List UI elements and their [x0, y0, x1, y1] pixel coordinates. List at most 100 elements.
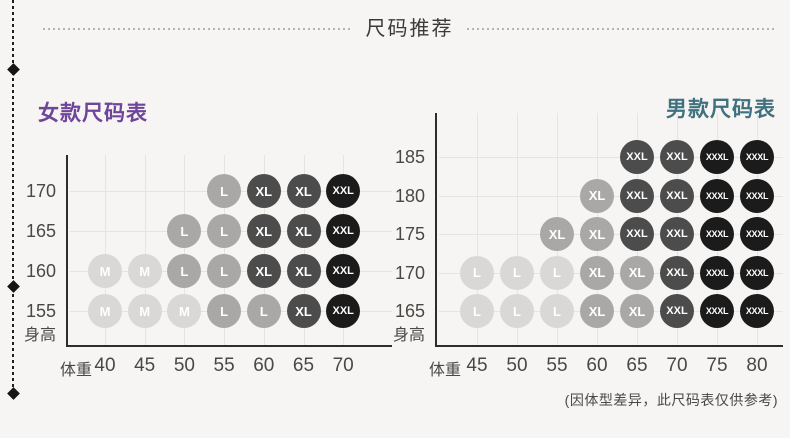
size-bubble-l: L	[540, 294, 574, 328]
size-bubble-xxxl: XXXL	[700, 294, 734, 328]
y-axis-line	[435, 113, 437, 347]
x-tick-label: 55	[213, 355, 235, 376]
size-bubble-xxl: XXL	[326, 174, 361, 208]
x-axis-title: 体重	[428, 362, 461, 379]
size-bubble-xxxl: XXXL	[740, 217, 774, 251]
size-bubble-xl: XL	[286, 214, 321, 248]
y-axis-title: 身高	[23, 327, 56, 344]
men-chart-title: 男款尺码表	[666, 98, 776, 122]
size-bubble-l: L	[460, 294, 494, 328]
size-bubble-l: L	[167, 214, 202, 248]
size-bubble-xxl: XXL	[660, 217, 694, 251]
size-bubble-xxxl: XXXL	[740, 178, 774, 213]
size-bubble-m: M	[167, 294, 202, 328]
size-bubble-l: L	[167, 254, 202, 288]
size-bubble-xxxl: XXXL	[740, 140, 774, 174]
size-bubble-xxl: XXL	[620, 178, 654, 213]
size-bubble-xl: XL	[540, 217, 574, 251]
y-tick-label: 155	[25, 301, 56, 321]
size-bubble-l: L	[207, 214, 242, 248]
size-bubble-m: M	[127, 254, 162, 288]
y-tick-label: 170	[25, 181, 56, 201]
size-bubble-l: L	[246, 294, 281, 328]
gridline-horizontal	[439, 157, 783, 158]
size-bubble-xxxl: XXXL	[740, 294, 774, 328]
size-bubble-xxl: XXL	[326, 294, 361, 328]
size-bubble-xl: XL	[286, 174, 321, 208]
size-bubble-xl: XL	[620, 255, 654, 290]
header-divider-right	[467, 28, 775, 30]
women-chart-title: 女款尺码表	[38, 102, 148, 126]
x-tick-label: 70	[332, 355, 354, 376]
size-bubble-xl: XL	[286, 254, 321, 288]
header-divider-left	[43, 28, 352, 30]
size-bubble-xxl: XXL	[326, 214, 361, 248]
size-bubble-m: M	[88, 294, 122, 328]
x-axis-title: 体重	[59, 362, 92, 379]
gridline-vertical	[303, 155, 305, 345]
y-axis-title: 身高	[392, 327, 425, 344]
gridline-vertical	[184, 155, 186, 345]
size-bubble-l: L	[540, 255, 574, 290]
size-bubble-xxxl: XXXL	[700, 178, 734, 213]
size-bubble-xxl: XXL	[660, 255, 694, 290]
size-bubble-l: L	[500, 294, 534, 328]
size-bubble-xxxl: XXXL	[700, 140, 734, 174]
size-bubble-l: L	[500, 255, 534, 290]
size-bubble-xl: XL	[580, 294, 614, 328]
x-tick-label: 60	[253, 355, 275, 376]
x-tick-label: 65	[292, 355, 315, 376]
gridline-vertical	[144, 155, 146, 345]
x-tick-label: 50	[173, 355, 195, 376]
x-tick-label: 60	[586, 355, 608, 376]
size-bubble-xxl: XXL	[660, 178, 694, 213]
x-tick-label: 55	[546, 355, 568, 376]
x-tick-label: 45	[134, 355, 156, 376]
x-axis-line	[66, 345, 392, 347]
gridline-vertical	[224, 155, 226, 345]
y-tick-label: 160	[25, 261, 56, 281]
x-tick-label: 40	[94, 355, 116, 376]
size-bubble-l: L	[207, 294, 242, 328]
x-tick-label: 75	[706, 355, 728, 376]
size-bubble-m: M	[127, 294, 162, 328]
gridline-vertical	[477, 113, 478, 345]
size-bubble-xl: XL	[246, 254, 281, 288]
size-bubble-xxxl: XXXL	[700, 217, 734, 251]
size-bubble-l: L	[207, 174, 242, 208]
size-bubble-m: M	[88, 254, 122, 288]
footnote: (因体型差异，此尺码表仅供参考)	[564, 392, 778, 408]
size-bubble-xl: XL	[580, 178, 614, 213]
x-tick-label: 70	[666, 355, 688, 376]
y-tick-label: 185	[394, 147, 425, 167]
size-bubble-l: L	[207, 254, 242, 288]
size-bubble-xxl: XXL	[620, 217, 654, 251]
x-tick-label: 50	[506, 355, 528, 376]
size-bubble-xl: XL	[580, 217, 614, 251]
x-axis-line	[435, 345, 783, 347]
page-title: 尺码推荐	[365, 18, 454, 40]
x-tick-label: 45	[466, 355, 488, 376]
size-bubble-xl: XL	[620, 294, 654, 328]
y-tick-label: 165	[25, 221, 56, 241]
y-tick-label: 180	[394, 185, 425, 206]
y-tick-label: 170	[394, 262, 425, 283]
size-bubble-xxl: XXL	[660, 294, 694, 328]
size-bubble-xl: XL	[580, 255, 614, 290]
y-tick-label: 175	[394, 224, 425, 244]
size-bubble-xl: XL	[286, 294, 321, 328]
size-bubble-xxl: XXL	[620, 140, 654, 174]
gridline-vertical	[105, 155, 106, 345]
y-axis-line	[66, 155, 68, 347]
gridline-vertical	[263, 155, 265, 345]
gridline-vertical	[517, 113, 518, 345]
size-bubble-xxxl: XXXL	[740, 255, 774, 290]
x-tick-label: 80	[746, 355, 768, 376]
size-bubble-xl: XL	[246, 214, 281, 248]
size-bubble-xxl: XXL	[326, 254, 361, 288]
gridline-vertical	[343, 155, 345, 345]
size-bubble-xxxl: XXXL	[700, 255, 734, 290]
y-tick-label: 165	[394, 301, 425, 321]
